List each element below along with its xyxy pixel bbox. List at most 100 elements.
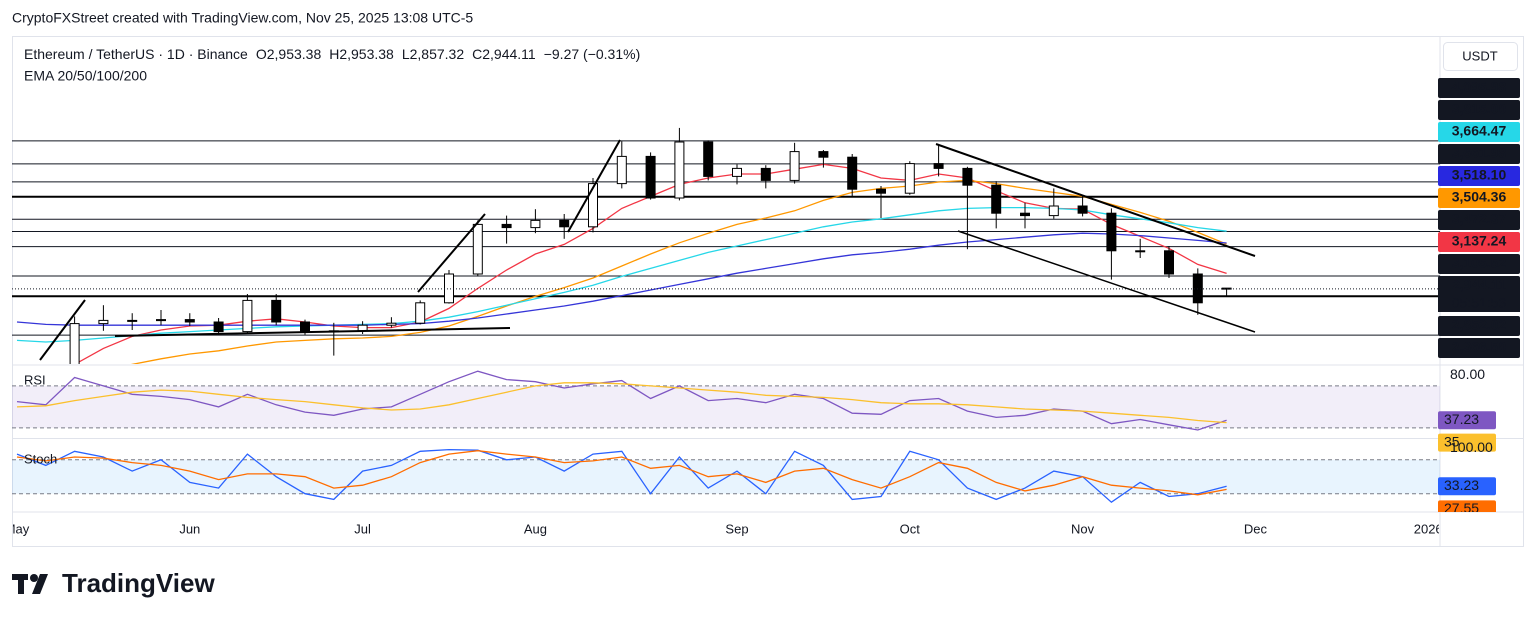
price-axis: 4,095.98 3,815.00 3,664.47 3,661.98 3,518.10… (1438, 78, 1520, 516)
candle-body (645, 155, 656, 199)
x-tick-label: May (5, 521, 30, 536)
legend-open: O2,953.38 (256, 46, 322, 62)
candle-body (501, 223, 512, 229)
legend-low: L2,857.32 (402, 46, 464, 62)
price-label: 3,664.47 (1452, 123, 1507, 139)
candle-body (818, 151, 829, 158)
candle-body (904, 163, 915, 194)
price-label: 3,518.10 (1452, 167, 1507, 183)
trendline (39, 299, 86, 361)
value-label: 37.23 (1444, 411, 1479, 427)
candle-body (1164, 250, 1174, 275)
currency-button[interactable] (1443, 42, 1518, 71)
candle-body (530, 219, 541, 229)
candle-body (1135, 250, 1146, 253)
logo-icon (12, 574, 48, 594)
price-label-bg (1438, 188, 1520, 208)
price-label-bg (1438, 254, 1520, 274)
indicator-line (16, 382, 1227, 424)
candle-body (1221, 287, 1232, 290)
price-label: 3,504.36 (1452, 189, 1507, 205)
currency-button-label[interactable]: USDT (1462, 48, 1497, 63)
legend: Ethereum / TetherUS · 1D · Binance O2,953… (24, 46, 640, 62)
candle-body (415, 302, 426, 324)
price-label-bg (1438, 100, 1520, 120)
candle-body (184, 319, 195, 323)
candle-body (760, 167, 771, 181)
candle-body (559, 219, 570, 228)
x-tick-label: Oct (900, 521, 921, 536)
price-label-bg (1438, 144, 1520, 164)
countdown-bg (1438, 294, 1520, 312)
time-axis: May Jun Jul Aug Sep Oct Nov Dec 2026 (5, 521, 1443, 536)
stoch-pane (12, 448, 1440, 504)
value-label-bg (1438, 411, 1496, 430)
pane-title: Stoch (24, 451, 57, 466)
y-tick-label: 80.00 (1450, 366, 1485, 382)
candle-body (69, 323, 80, 364)
candle-body (444, 273, 454, 304)
candle-body (616, 155, 627, 185)
candle-body (13, 377, 22, 381)
indicator-line (16, 450, 1227, 496)
price-label: 4,095.98 (1452, 79, 1507, 95)
value-label-bg (1438, 433, 1496, 452)
candle-body (386, 322, 397, 326)
candle-body (933, 163, 944, 169)
x-tick-label: Aug (524, 521, 547, 536)
price-label: 2,366.50 (1452, 339, 1507, 355)
symbol: Ethereum / TetherUS · 1D · Binance (24, 46, 248, 62)
pane-title: RSI (24, 372, 46, 387)
legend-close: C2,944.11 (472, 46, 536, 62)
y-tick-label: 100.00 (1450, 439, 1493, 455)
value-label: 33.23 (1444, 477, 1479, 493)
candle-body (472, 223, 483, 275)
value-label-bg (1438, 500, 1496, 512)
price-label: 2,852.02 (1452, 317, 1507, 333)
price-label-bg (1438, 316, 1520, 336)
x-tick-label: Jun (179, 521, 200, 536)
price-label: 3,472.37 (1452, 211, 1507, 227)
x-tick-label: Jul (354, 521, 371, 536)
band-fill (12, 459, 1440, 494)
candle-body (271, 299, 282, 323)
candle-body (300, 321, 310, 333)
candle-body (127, 319, 138, 322)
x-tick-label: Nov (1071, 521, 1095, 536)
candle-body (876, 188, 886, 194)
trendline (957, 230, 1256, 333)
price-label-bg (1438, 166, 1520, 186)
candle-body (789, 151, 800, 181)
price-label-bg (1438, 338, 1520, 358)
candle-body (156, 319, 166, 322)
value-label-bg (1438, 477, 1496, 496)
indicator-line (130, 179, 1227, 364)
countdown: 05:51:53 (1452, 295, 1507, 311)
candle-body (242, 299, 253, 333)
candle-body (1020, 212, 1030, 217)
price-label-bg (1438, 276, 1520, 296)
indicator-name: EMA 20/50/100/200 (24, 68, 147, 84)
legend-change: −9.27 (−0.31%) (544, 46, 641, 62)
x-tick-label: 2026 (1414, 521, 1443, 536)
attribution: CryptoFXStreet created with TradingView.… (12, 10, 473, 26)
value-label: 27.55 (1444, 500, 1479, 516)
trendline (567, 139, 621, 233)
price-label: 3,105.52 (1452, 255, 1507, 271)
x-tick-label: Sep (725, 521, 748, 536)
candle-body (674, 141, 685, 199)
candle-body (962, 167, 973, 186)
rsi-pane (12, 370, 1440, 431)
drawings (39, 139, 1256, 361)
candle-body (213, 321, 224, 333)
indicator-line (16, 206, 1227, 343)
price-label-bg (1438, 122, 1520, 142)
candle-body (1077, 205, 1088, 214)
price-label-bg (1438, 232, 1520, 252)
price-label: 2,944.11 (1452, 277, 1506, 293)
band-fill (12, 385, 1440, 428)
value-label: 35 (1444, 433, 1460, 449)
candle-body (588, 183, 598, 228)
trendline (114, 327, 511, 337)
